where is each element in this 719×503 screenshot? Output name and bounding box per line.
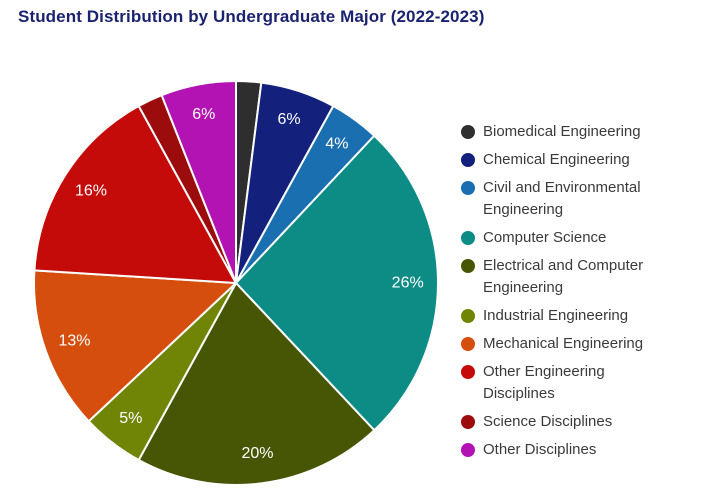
pie-slice-other-disciplines[interactable] (160, 80, 237, 284)
legend-label: Civil and Environmental Engineering (483, 179, 641, 218)
legend-item-other-engineering-disciplines[interactable]: Other Engineering Disciplines (461, 361, 711, 405)
legend-item-mechanical-engineering[interactable]: Mechanical Engineering (461, 333, 711, 355)
legend-swatch (461, 259, 475, 273)
legend-label: Other Disciplines (483, 441, 597, 458)
pie-slice-other-engineering-disciplines[interactable] (33, 104, 237, 284)
legend-swatch (461, 415, 475, 429)
slice-label: 26% (392, 275, 424, 292)
legend-item-science-disciplines[interactable]: Science Disciplines (461, 411, 711, 433)
chart-title: Student Distribution by Undergraduate Ma… (18, 7, 485, 26)
slice-label: 6% (278, 111, 301, 128)
legend-item-civil-and-environmental-engineering[interactable]: Civil and Environmental Engineering (461, 177, 711, 221)
slice-label: 4% (325, 136, 348, 153)
pie-slice-computer-science[interactable] (235, 134, 439, 432)
legend-label: Chemical Engineering (483, 151, 630, 168)
legend-item-chemical-engineering[interactable]: Chemical Engineering (461, 149, 711, 171)
legend-item-other-disciplines[interactable]: Other Disciplines (461, 439, 711, 461)
pie-slice-mechanical-engineering[interactable] (33, 269, 237, 423)
legend-label: Mechanical Engineering (483, 335, 644, 352)
legend-label: Electrical and Computer Engineering (483, 257, 644, 296)
slice-label: 13% (58, 333, 90, 350)
legend-swatch (461, 365, 475, 379)
legend-swatch (461, 153, 475, 167)
legend-label: Industrial Engineering (483, 307, 629, 324)
legend-swatch (461, 125, 475, 139)
legend-swatch (461, 337, 475, 351)
legend: Biomedical Engineering Chemical Engineeri… (461, 121, 711, 467)
legend-label: Biomedical Engineering (483, 123, 641, 140)
legend-item-computer-science[interactable]: Computer Science (461, 227, 711, 249)
slice-label: 6% (192, 106, 215, 123)
legend-swatch (461, 231, 475, 245)
slice-label: 20% (241, 445, 273, 462)
legend-item-electrical-and-computer-engineering[interactable]: Electrical and Computer Engineering (461, 255, 711, 299)
legend-swatch (461, 443, 475, 457)
legend-item-industrial-engineering[interactable]: Industrial Engineering (461, 305, 711, 327)
legend-label: Other Engineering Disciplines (483, 363, 605, 402)
legend-item-biomedical-engineering[interactable]: Biomedical Engineering (461, 121, 711, 143)
legend-swatch (461, 309, 475, 323)
legend-swatch (461, 181, 475, 195)
legend-label: Computer Science (483, 229, 607, 246)
slice-label: 5% (119, 410, 142, 427)
pie-slice-electrical-and-computer-engineering[interactable] (137, 282, 376, 486)
slice-label: 16% (75, 183, 107, 200)
legend-label: Science Disciplines (483, 413, 613, 430)
